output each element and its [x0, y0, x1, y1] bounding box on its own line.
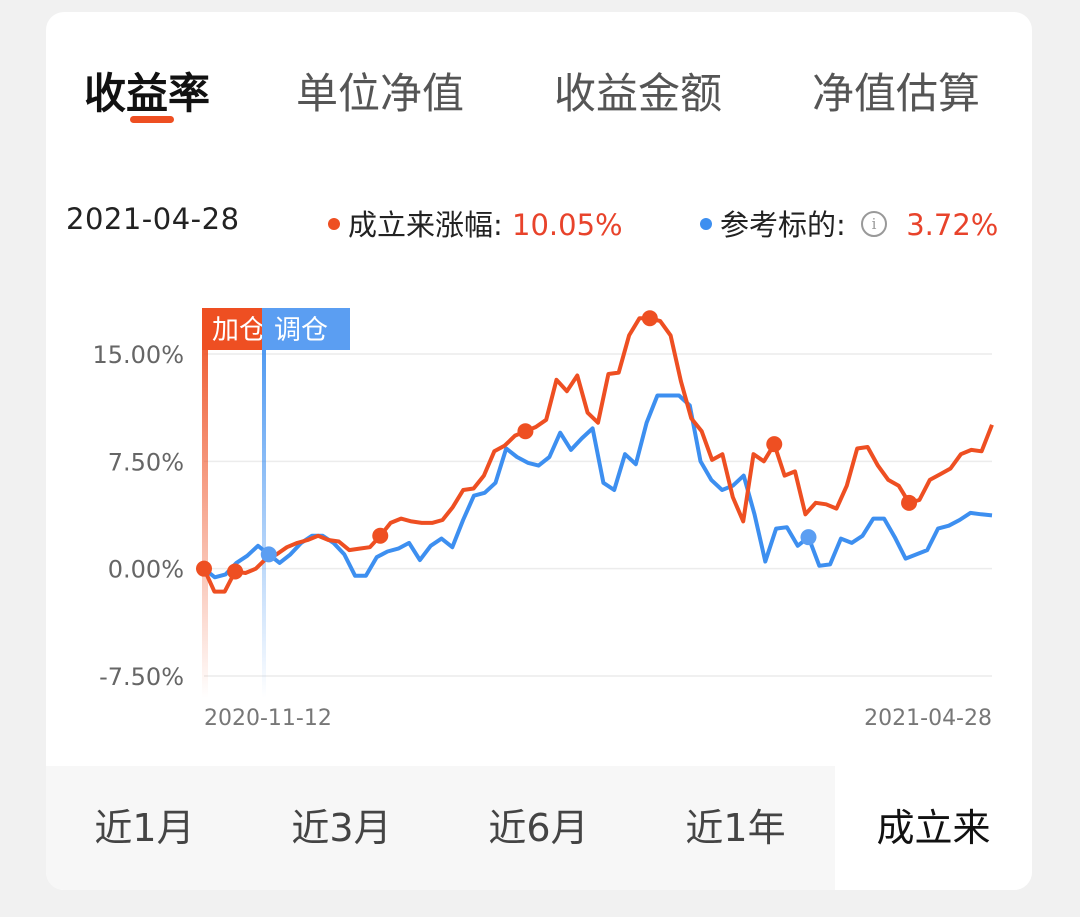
- legend-benchmark-value: 3.72%: [906, 208, 999, 242]
- yield-chart[interactable]: 15.00%7.50%0.00%-7.50% 加仓 调仓 2020-11-12 …: [46, 12, 1032, 766]
- tab-profit-amount[interactable]: 收益金额: [554, 69, 723, 118]
- fund-trade-point[interactable]: [641, 310, 658, 327]
- legend-benchmark-label: 参考标的:: [720, 208, 846, 242]
- tab-unit-nav[interactable]: 单位净值: [296, 69, 465, 118]
- y-tick-label: 7.50%: [108, 448, 184, 476]
- fund-trade-point[interactable]: [901, 494, 918, 511]
- fund-trade-point[interactable]: [196, 560, 212, 577]
- fund-trade-point[interactable]: [227, 563, 244, 580]
- legend-benchmark: 参考标的: i 3.72%: [700, 202, 998, 244]
- legend-fund-value: 10.05%: [512, 208, 623, 242]
- period-selector: 近1月 近3月 近6月 近1年 成立来: [46, 766, 1032, 890]
- benchmark-trade-point[interactable]: [800, 529, 817, 546]
- y-tick-label: 0.00%: [108, 556, 184, 584]
- chart-legend: 2021-04-28 成立来涨幅: 10.05% 参考标的: i 3.72%: [66, 202, 1026, 242]
- fund-trade-point[interactable]: [372, 527, 389, 544]
- period-since-inception[interactable]: 成立来: [835, 766, 1032, 890]
- legend-fund: 成立来涨幅: 10.05%: [328, 202, 623, 244]
- tab-yield-rate[interactable]: 收益率: [84, 69, 211, 118]
- fund-dot-icon: [328, 218, 340, 230]
- legend-fund-label: 成立来涨幅:: [348, 208, 503, 242]
- active-tab-indicator: [130, 116, 174, 123]
- benchmark-dot-icon: [700, 218, 712, 230]
- period-1-year[interactable]: 近1年: [685, 806, 786, 850]
- info-circle-icon[interactable]: i: [861, 211, 887, 237]
- rebalance-marker-line: [262, 308, 266, 698]
- fund-trade-point[interactable]: [517, 423, 534, 440]
- fund-trade-point[interactable]: [766, 436, 783, 453]
- legend-date: 2021-04-28: [66, 202, 240, 236]
- y-tick-label: -7.50%: [99, 663, 184, 691]
- rebalance-marker-flag[interactable]: [262, 308, 350, 350]
- benchmark-trade-point[interactable]: [260, 546, 277, 563]
- period-1-month[interactable]: 近1月: [94, 806, 195, 850]
- fund-series-line: [202, 316, 994, 594]
- fund-chart-card: 收益率 单位净值 收益金额 净值估算 2021-04-28 成立来涨幅: 10.…: [46, 12, 1032, 890]
- buy-marker-line: [202, 308, 208, 698]
- buy-marker-flag[interactable]: [202, 308, 264, 350]
- period-6-months[interactable]: 近6月: [488, 806, 589, 850]
- benchmark-series-line: [202, 393, 993, 580]
- period-3-months[interactable]: 近3月: [291, 806, 392, 850]
- rebalance-marker-label: 调仓: [274, 315, 328, 346]
- x-start-label: 2020-11-12: [204, 706, 332, 731]
- x-end-label: 2021-04-28: [864, 706, 992, 731]
- y-tick-label: 15.00%: [92, 341, 184, 369]
- buy-marker-label: 加仓: [212, 315, 266, 346]
- tab-bar: 收益率 单位净值 收益金额 净值估算: [46, 12, 1032, 142]
- tab-nav-estimate[interactable]: 净值估算: [812, 69, 981, 118]
